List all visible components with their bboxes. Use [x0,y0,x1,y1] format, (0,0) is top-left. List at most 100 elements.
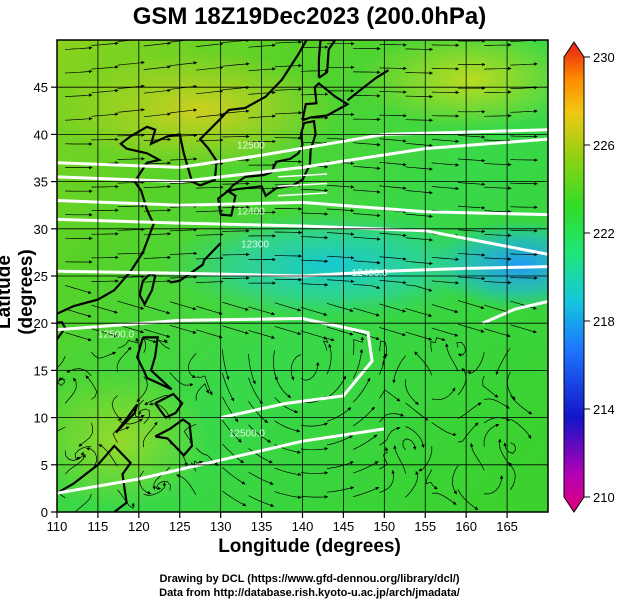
colorbar-tick-label: 222 [593,226,615,241]
streamline [188,353,197,379]
streamline [274,277,303,282]
streamline [405,166,433,171]
streamline [431,327,459,337]
streamline [467,352,485,375]
streamline [510,158,538,162]
streamline [176,474,197,496]
streamline [91,41,119,46]
streamline [196,232,224,237]
streamline [326,486,355,493]
streamline [300,495,329,499]
streamline [300,306,328,316]
x-tick-label: 145 [333,519,355,534]
streamline [352,377,371,403]
x-tick-label: 150 [373,519,395,534]
streamline [85,375,98,400]
coastline [57,444,133,512]
streamline [222,62,250,67]
streamline [221,349,230,380]
streamline [457,205,486,210]
streamline [222,229,250,233]
streamline [405,71,433,75]
streamline [274,40,303,44]
streamline [326,255,355,260]
streamline [117,274,145,279]
streamline [405,260,433,266]
streamline [484,475,504,495]
wind-streamlines [57,40,538,512]
streamline [507,371,516,400]
grid-lines [57,40,548,512]
streamline [379,413,405,423]
streamline [143,255,172,260]
streamline [483,423,500,447]
streamline [510,300,537,310]
streamline [353,189,381,194]
streamline [322,337,335,351]
streamline [300,447,329,451]
streamline [431,256,460,262]
streamline [143,112,171,118]
x-axis-label: Longitude (degrees) [218,536,401,557]
streamline [379,279,407,285]
streamline [508,462,516,491]
x-tick-label: 160 [455,519,477,534]
streamline [300,283,329,287]
streamline [418,446,433,472]
streamline [510,418,532,439]
contour-line [57,316,374,420]
streamline [457,229,486,234]
streamline [402,438,417,451]
streamline [405,308,433,317]
streamline [405,331,433,341]
streamline [111,395,123,421]
streamline [379,340,388,358]
streamline [91,351,117,359]
streamline [300,188,329,193]
streamline [274,491,302,499]
streamline [405,284,433,292]
streamline [169,301,197,311]
streamline [169,228,198,232]
streamline [138,408,150,424]
streamline [379,185,407,190]
colorbar-tick-label: 210 [593,490,615,505]
streamline [169,108,198,114]
streamline [352,336,365,356]
streamline [470,443,485,471]
streamline [353,434,378,450]
streamline [91,304,118,314]
streamline [431,304,459,314]
coastline [154,392,184,419]
y-tick-label: 25 [34,269,48,284]
streamline [353,486,380,498]
streamline [353,283,381,290]
streamline [196,305,223,315]
streamline [196,256,224,260]
streamline [91,279,119,283]
streamline [98,444,118,467]
streamline [457,323,485,333]
temperature-field: 12500 12400 12300 12400.0 12500.0 12500.0 [57,40,548,512]
contour-line [481,300,548,325]
streamline [484,398,510,409]
streamline [222,134,250,139]
streamline [352,349,364,379]
streamline [326,185,355,189]
streamline [143,65,171,70]
streamline [274,136,303,140]
streamline [510,62,538,66]
streamline [248,43,276,48]
streamline [456,342,466,357]
streamline [405,94,433,99]
streamline [222,85,250,91]
streamline [196,89,224,95]
streamline [222,467,246,485]
y-tick-label: 15 [34,363,48,378]
x-tick-label: 165 [496,519,518,534]
streamline [196,185,224,190]
streamline [91,88,119,94]
streamline [91,328,118,338]
streamline [353,236,381,241]
x-axis-ticks: 110 115 120 125 130 135 140 145 150 155 160 165 [47,512,518,534]
